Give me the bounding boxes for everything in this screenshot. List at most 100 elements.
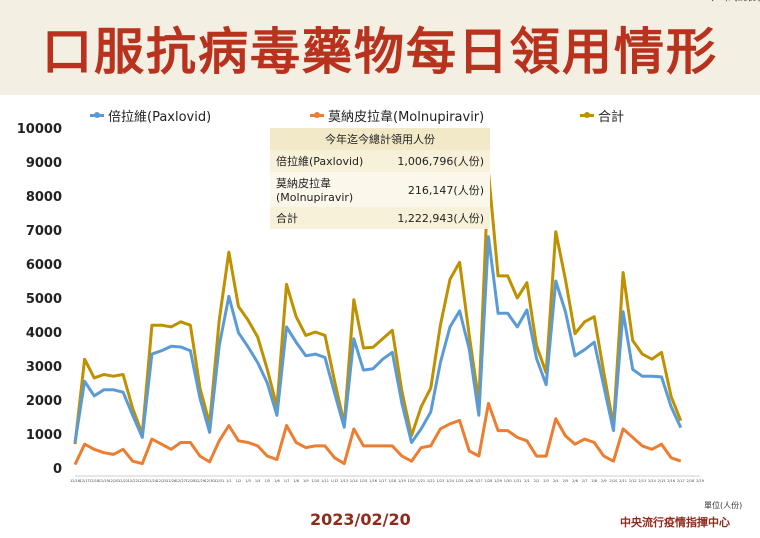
- x-tick-label: 1/5: [264, 479, 270, 483]
- summary-table: 今年迄今總計領用人份 倍拉維(Paxlovid) 1,006,796(人份) 莫…: [270, 128, 490, 229]
- x-tick-label: 1/7: [284, 479, 290, 483]
- x-tick-label: 1/14: [350, 479, 359, 483]
- y-tick-label: 10000: [17, 122, 62, 137]
- legend-label-total: 合計: [598, 110, 625, 125]
- x-tick-label: 1/15: [360, 479, 368, 483]
- summary-row-molnupiravir: 莫納皮拉韋 (Molnupiravir) 216,147(人份): [270, 172, 490, 207]
- x-tick-label: 2/9: [601, 479, 607, 483]
- x-tick-label: 2/14: [648, 479, 657, 483]
- y-tick-label: 0: [53, 462, 62, 477]
- y-axis: 0 1000 2000 3000 4000 5000 6000 7000 8000 9000 100…: [17, 122, 62, 477]
- x-tick-label: 1/8: [293, 479, 299, 483]
- x-tick-label: 12/26: [166, 479, 176, 483]
- legend-item-paxlovid: 倍拉維(Paxlovid): [90, 106, 211, 125]
- x-tick-label: 1/13: [340, 479, 348, 483]
- x-tick-label: 1/31: [513, 479, 521, 483]
- end-label-total: 1,393(人份): [705, 0, 760, 3]
- title-band: [0, 0, 760, 90]
- y-tick-label: 5000: [26, 292, 62, 307]
- footer-org: 中央流行疫情指揮中心: [620, 516, 730, 529]
- x-tick-label: 2/6: [572, 479, 578, 483]
- x-tick-label: 12/24: [147, 479, 158, 483]
- x-tick-label: 12/25: [156, 479, 166, 483]
- y-tick-label: 3000: [26, 360, 62, 375]
- x-tick-label: 12/22: [128, 479, 138, 483]
- x-tick-label: 1/29: [494, 479, 502, 483]
- x-tick-label: 2/2: [534, 479, 540, 483]
- x-tick-label: 1/19: [398, 479, 406, 483]
- x-tick-label: 1/6: [274, 479, 280, 483]
- x-tick-label: 2/3: [543, 479, 549, 483]
- x-tick-label: 2/4: [553, 479, 559, 483]
- x-tick-label: 12/31: [214, 479, 224, 483]
- x-tick-label: 2/16: [667, 479, 675, 483]
- end-label-molnupiravir: 205(人份): [705, 0, 752, 3]
- x-tick-label: 2/15: [658, 479, 666, 483]
- x-tick-label: 1/1: [226, 479, 232, 483]
- x-tick-label: 1/12: [331, 479, 339, 483]
- summary-paxlovid-label: 倍拉維(Paxlovid): [276, 155, 364, 168]
- x-axis: 12/16 12/17 12/18 12/19 12/20 12/21 12/22 12/23…: [70, 475, 704, 483]
- x-tick-label: 2/5: [563, 479, 569, 483]
- series-line-paxlovid: [73, 235, 683, 444]
- x-tick-label: 12/23: [137, 479, 147, 483]
- y-tick-label: 4000: [26, 326, 62, 341]
- x-tick-label: 2/1: [524, 479, 530, 483]
- footer-date: 2023/02/20: [310, 510, 411, 529]
- x-tick-label: 12/17: [80, 479, 90, 483]
- summary-header: 今年迄今總計領用人份: [270, 128, 490, 150]
- x-tick-label: 1/17: [379, 479, 387, 483]
- x-tick-label: 1/30: [504, 479, 512, 483]
- y-tick-label: 2000: [26, 394, 62, 409]
- legend-swatch-molnupiravir: [310, 112, 324, 118]
- x-tick-label: 2/7: [582, 479, 588, 483]
- x-tick-label: 1/18: [388, 479, 396, 483]
- x-tick-label: 1/2: [236, 479, 242, 483]
- x-tick-label: 12/29: [195, 479, 205, 483]
- x-tick-label: 12/30: [205, 479, 215, 483]
- y-tick-label: 8000: [26, 190, 62, 205]
- x-tick-label: 1/23: [436, 479, 444, 483]
- legend-item-molnupiravir: 莫納皮拉韋(Molnupiravir): [310, 106, 484, 125]
- x-tick-label: 2/17: [677, 479, 685, 483]
- x-tick-label: 1/10: [311, 479, 319, 483]
- x-tick-label: 1/28: [485, 479, 493, 483]
- x-tick-label: 2/19: [696, 479, 704, 483]
- x-tick-label: 1/3: [245, 479, 251, 483]
- x-tick-label: 1/4: [255, 479, 261, 483]
- legend-label-paxlovid: 倍拉維(Paxlovid): [108, 110, 212, 125]
- x-tick-label: 2/18: [686, 479, 694, 483]
- y-tick-label: 1000: [26, 428, 62, 443]
- x-tick-label: 2/12: [629, 479, 637, 483]
- y-tick-label: 6000: [26, 258, 62, 273]
- series-line-total: [73, 170, 683, 445]
- x-tick-label: 12/16: [70, 479, 80, 483]
- y-tick-label: 9000: [26, 156, 62, 171]
- summary-molnupiravir-value: 216,147(人份): [407, 183, 484, 197]
- unit-note: 單位(人份): [704, 501, 743, 510]
- page-title: 口服抗病毒藥物每日領用情形: [42, 23, 718, 81]
- x-tick-label: 1/26: [465, 479, 473, 483]
- x-tick-label: 1/27: [475, 479, 483, 483]
- x-tick-label: 12/19: [99, 479, 109, 483]
- x-tick-label: 1/25: [456, 479, 464, 483]
- x-tick-label: 2/8: [591, 479, 597, 483]
- x-tick-label: 12/18: [89, 479, 99, 483]
- x-tick-label: 12/20: [108, 479, 118, 483]
- x-tick-label: 1/20: [408, 479, 416, 483]
- legend-item-total: 合計: [580, 106, 624, 125]
- x-tick-label: 2/13: [638, 479, 646, 483]
- x-tick-label: 1/16: [369, 479, 377, 483]
- x-tick-label: 1/11: [321, 479, 329, 483]
- legend-swatch-paxlovid: [90, 112, 104, 118]
- series-line-molnupiravir: [73, 401, 682, 466]
- end-labels: 1,393(人份)1,188(人份)205(人份): [705, 0, 760, 3]
- x-tick-label: 1/24: [446, 479, 455, 483]
- x-tick-label: 12/21: [118, 479, 128, 483]
- summary-row-paxlovid: 倍拉維(Paxlovid) 1,006,796(人份): [270, 150, 490, 172]
- series-lines: [73, 170, 683, 466]
- x-tick-label: 2/10: [610, 479, 618, 483]
- x-tick-label: 12/28: [185, 479, 195, 483]
